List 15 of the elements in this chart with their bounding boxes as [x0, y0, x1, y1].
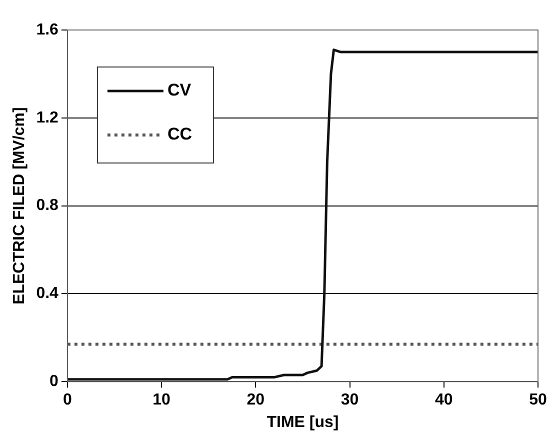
x-tick-label: 10 [152, 392, 171, 409]
legend-label: CV [167, 80, 192, 100]
y-tick-label: 0.4 [36, 285, 59, 302]
x-tick-label: 40 [434, 392, 453, 409]
x-axis-title: TIME [us] [266, 414, 339, 431]
y-tick-label: 0.8 [36, 197, 59, 214]
y-axis-title: ELECTRIC FILED [MV/cm] [11, 107, 28, 304]
y-tick-label: 0 [50, 373, 59, 390]
x-tick-label: 50 [529, 392, 547, 409]
y-tick-label: 1.2 [36, 109, 59, 126]
x-tick-label: 0 [62, 392, 72, 409]
x-tick-label: 30 [340, 392, 359, 409]
legend-label: CC [167, 124, 192, 144]
y-tick-label: 1.6 [36, 21, 59, 38]
x-tick-label: 20 [246, 392, 265, 409]
